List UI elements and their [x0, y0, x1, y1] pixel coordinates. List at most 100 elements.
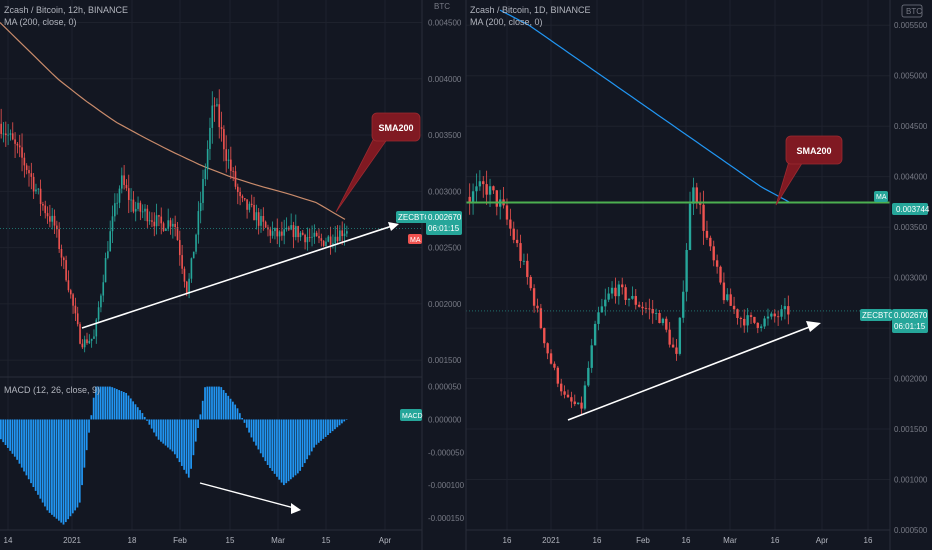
- left-macd-bar: [64, 419, 67, 523]
- right-candle-body: [631, 296, 634, 299]
- left-macd-bar: [220, 387, 223, 420]
- left-candle-body: [264, 221, 267, 228]
- left-macd-bar: [343, 419, 346, 422]
- right-y-tick-label: 0.003000: [894, 274, 928, 283]
- right-candle-body: [604, 299, 607, 307]
- right-price-tag-symbol: [860, 309, 892, 321]
- left-macd-bar: [141, 413, 144, 420]
- right-candle-body: [580, 402, 583, 409]
- left-candle-body: [199, 202, 202, 212]
- left-candle-body: [79, 324, 81, 344]
- left-candle-body: [253, 204, 255, 221]
- right-currency-badge[interactable]: [901, 4, 923, 18]
- left-candle-body: [327, 236, 330, 242]
- left-annotations: SMA200: [0, 112, 422, 514]
- left-y-tick-label: 0.003500: [428, 131, 462, 140]
- right-x-tick-label: Apr: [816, 536, 829, 545]
- left-candle-body: [336, 236, 339, 242]
- right-time-scale[interactable]: 16 2021 16 Feb 16 Mar 16 Apr 16: [503, 536, 873, 545]
- left-x-tick-label: 18: [128, 536, 137, 545]
- left-macd-scale[interactable]: 0.000050 0.000000 -0.000050 -0.000100 -0.000…: [428, 383, 465, 524]
- left-candle-body: [130, 199, 132, 201]
- left-candle-body: [290, 225, 292, 230]
- left-macd-bar: [143, 416, 146, 420]
- left-macd-bar: [301, 419, 304, 467]
- right-candle-body: [495, 190, 498, 207]
- left-macd-divergence-arrowhead: [291, 503, 301, 514]
- left-time-scale[interactable]: 14 2021 18 Feb 15 Mar 15 Apr: [4, 536, 392, 545]
- left-candle-body: [114, 203, 116, 217]
- right-candle-body: [570, 397, 573, 402]
- left-macd-bar: [27, 419, 30, 480]
- left-candle-body: [341, 230, 344, 237]
- left-macd-bar: [88, 419, 90, 433]
- left-candle-body: [37, 188, 40, 190]
- right-candle-body: [756, 322, 759, 328]
- left-macd-y-tick-label: -0.000050: [428, 448, 465, 457]
- left-macd-bar: [232, 401, 234, 420]
- right-candle-body: [546, 343, 549, 354]
- left-candle-body: [51, 215, 54, 222]
- left-macd-bar: [102, 386, 104, 420]
- left-x-tick-label: Mar: [271, 536, 285, 545]
- left-macd-bar: [276, 419, 278, 477]
- right-candle-body: [685, 249, 688, 292]
- right-candle-body: [617, 284, 621, 297]
- right-y-tick-label: 0.005500: [894, 21, 928, 30]
- left-candle-body: [188, 278, 190, 294]
- left-macd-bar: [139, 410, 141, 420]
- left-macd-tag-text: MACD: [402, 413, 423, 420]
- right-candle-body: [587, 367, 590, 386]
- left-candle-body: [83, 339, 86, 348]
- left-price-tag-value: 0.002670: [428, 213, 462, 222]
- left-macd-bar: [9, 419, 12, 451]
- left-macd-bar: [211, 386, 213, 420]
- left-candle-body: [192, 251, 195, 259]
- left-y-tick-label: 0.002000: [428, 300, 462, 309]
- left-candle-body: [141, 211, 144, 213]
- left-macd-bar: [296, 419, 299, 474]
- left-x-tick-label: Feb: [173, 536, 187, 545]
- left-macd-bar: [271, 419, 274, 471]
- left-candle-body: [257, 212, 260, 226]
- right-candle-body: [753, 316, 756, 323]
- left-candle-body: [243, 198, 246, 200]
- left-macd-bar: [134, 404, 137, 420]
- left-candle-body: [325, 241, 327, 246]
- left-x-tick-label: 2021: [63, 536, 81, 545]
- left-price-scale[interactable]: 0.004500 0.004000 0.003500 0.003000 0.002500…: [428, 19, 462, 366]
- right-candle-body: [590, 345, 593, 368]
- right-candles: [468, 170, 790, 415]
- right-candle-body: [654, 313, 658, 314]
- left-macd-bar: [178, 419, 181, 463]
- left-candle-body: [158, 215, 160, 217]
- left-candle-body: [174, 223, 176, 228]
- left-candle-body: [160, 216, 163, 224]
- left-macd-bar: [99, 386, 102, 420]
- right-candle-body: [485, 184, 488, 195]
- left-macd-bar: [16, 419, 18, 460]
- right-candle-body: [475, 186, 478, 192]
- right-chart-title: Zcash / Bitcoin, 1D, BINANCE: [470, 5, 591, 15]
- left-macd-bar: [23, 419, 25, 472]
- left-macd-bar: [150, 419, 153, 429]
- left-candle-body: [169, 220, 172, 227]
- right-candle-body: [600, 306, 604, 313]
- left-candle-body: [74, 305, 77, 314]
- left-candle-body: [67, 280, 70, 291]
- right-candle-body: [560, 383, 563, 392]
- left-candle-body: [223, 129, 225, 150]
- left-macd-bar: [245, 419, 248, 428]
- left-macd-bar: [116, 389, 118, 420]
- left-candle-body: [204, 169, 207, 180]
- left-macd-bar: [69, 419, 72, 517]
- left-candle-body: [281, 231, 283, 236]
- left-candle-body: [93, 336, 95, 339]
- left-macd-bar: [4, 419, 7, 446]
- left-candle-body: [334, 236, 337, 244]
- right-candle-body: [763, 318, 766, 327]
- left-candle-body: [49, 216, 51, 222]
- left-macd-bar: [229, 398, 232, 420]
- right-candle-body: [583, 385, 587, 409]
- left-price-tag-symbol-text: ZECBTC: [398, 213, 430, 222]
